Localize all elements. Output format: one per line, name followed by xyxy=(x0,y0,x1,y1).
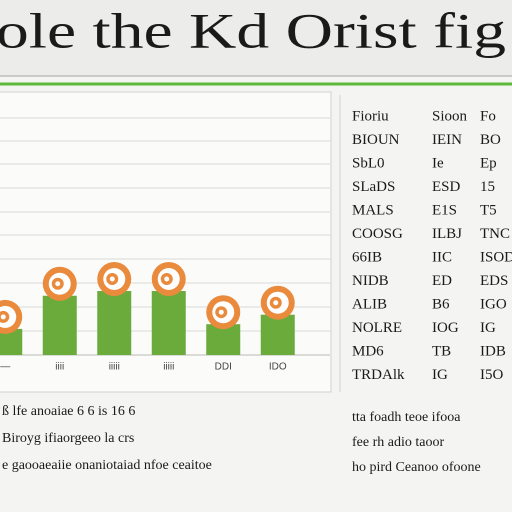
x-tick-label: iiiii xyxy=(109,362,120,373)
table-cell: Ie xyxy=(432,155,444,171)
table-cell: IG xyxy=(480,320,496,336)
table-cell: IIC xyxy=(432,249,452,265)
x-tick-label: iiiii xyxy=(163,362,174,373)
note-line: fee rh adio taoor xyxy=(352,435,444,450)
marker-dot xyxy=(164,276,170,282)
x-tick-label: iiii xyxy=(55,362,64,373)
table-cell: NIDB xyxy=(352,273,389,289)
marker-dot xyxy=(55,281,61,287)
table-cell: 15 xyxy=(480,179,495,195)
note-line: tta foadh teoe ifooa xyxy=(352,410,461,425)
note-line: ho pird Ceanoo ofoone xyxy=(352,460,481,475)
bar-marker xyxy=(0,299,23,334)
marker-dot xyxy=(0,314,6,320)
bar xyxy=(97,291,132,355)
table: Fioriu Sioon Fo BIOUN IEIN BO SbL0 Ie Ep SLaDS ESD… xyxy=(352,108,512,383)
page-title: ole the Kd Orist fig xyxy=(0,2,506,58)
marker-dot xyxy=(109,276,115,282)
table-cell: 66IB xyxy=(352,249,382,265)
table-cell: ESD xyxy=(432,179,461,195)
table-cell: TB xyxy=(432,343,451,359)
table-cell: ILBJ xyxy=(432,226,462,242)
bar-marker xyxy=(151,262,186,297)
bar xyxy=(206,324,241,355)
table-cell: ALIB xyxy=(352,296,387,312)
x-tick-label: DDI xyxy=(215,362,232,373)
marker-dot xyxy=(218,309,224,315)
table-cell: ISOD xyxy=(480,249,512,265)
table-cell: IEIN xyxy=(432,132,462,148)
table-cell: IDB xyxy=(480,343,506,359)
table-cell: SLaDS xyxy=(352,179,395,195)
table-cell: IG xyxy=(432,367,448,383)
table-cell: I5O xyxy=(480,367,503,383)
table-cell: BO xyxy=(480,132,501,148)
bar-marker xyxy=(97,262,132,297)
table-cell: ED xyxy=(432,273,452,289)
note-line: ß lfe anoaiae 6 6 is 16 6 xyxy=(2,404,135,419)
bar-chart: — iiii iiiii iiiii DDI IDO xyxy=(0,262,295,373)
table-cell: BIOUN xyxy=(352,132,400,148)
table-cell: MD6 xyxy=(352,343,384,359)
bar xyxy=(0,328,23,355)
bar xyxy=(42,295,77,355)
marker-dot xyxy=(273,300,279,306)
bar xyxy=(151,291,186,355)
table-cell: TRDAlk xyxy=(352,367,405,383)
table-cell: Fioriu xyxy=(352,108,389,124)
header-band xyxy=(0,0,512,76)
bar xyxy=(260,314,295,355)
table-cell: Ep xyxy=(480,155,497,171)
x-tick-label: — xyxy=(0,362,10,373)
notes: ß lfe anoaiae 6 6 is 16 6 Biroyg ifiaorge… xyxy=(2,404,481,475)
table-cell: B6 xyxy=(432,296,450,312)
table-cell: COOSG xyxy=(352,226,403,242)
table-cell: TNC xyxy=(480,226,510,242)
table-cell: SbL0 xyxy=(352,155,385,171)
table-cell: Fo xyxy=(480,108,496,124)
table-cell: Sioon xyxy=(432,108,468,124)
bar-marker xyxy=(206,295,241,330)
table-cell: T5 xyxy=(480,202,497,218)
bar-marker xyxy=(260,285,295,320)
table-cell: MALS xyxy=(352,202,394,218)
table-cell: EDS xyxy=(480,273,508,289)
x-tick-label: IDO xyxy=(269,362,287,373)
table-cell: IGO xyxy=(480,296,507,312)
note-line: Biroyg ifiaorgeeo la crs xyxy=(2,431,134,446)
table-cell: NOLRE xyxy=(352,320,402,336)
table-cell: IOG xyxy=(432,320,459,336)
note-line: e gaooaeaiie onaniotaiad nfoe ceaitoe xyxy=(2,458,212,473)
bar-marker xyxy=(42,266,77,301)
table-cell: E1S xyxy=(432,202,457,218)
